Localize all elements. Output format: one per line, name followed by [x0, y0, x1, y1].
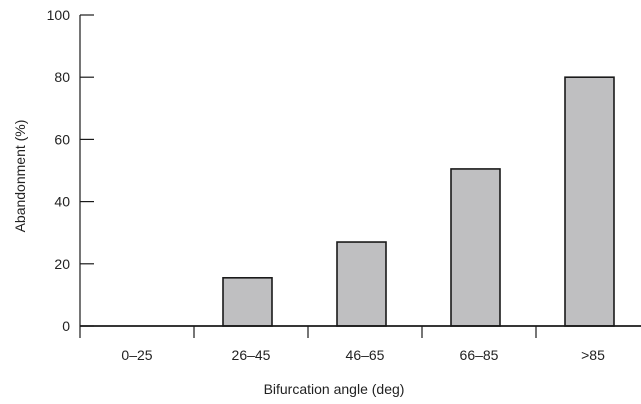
x-tick-label-1: 26–45 — [232, 347, 271, 363]
x-tick-label-4: >85 — [581, 347, 605, 363]
x-tick-label-0: 0–25 — [121, 347, 152, 363]
bar-4 — [564, 76, 615, 327]
y-tick-label-1: 20 — [54, 256, 70, 272]
x-ticks-group: 0–25 26–45 46–65 66–85 >85 — [79, 326, 605, 363]
y-tick-label-3: 60 — [54, 131, 70, 147]
bar-1 — [222, 276, 273, 327]
y-axis-label: Abandonment (%) — [12, 120, 28, 233]
x-tick-label-3: 66–85 — [460, 347, 499, 363]
bar-2 — [336, 241, 387, 327]
x-tick-label-2: 46–65 — [346, 347, 385, 363]
bars-group — [222, 76, 615, 327]
y-tick-label-5: 100 — [47, 7, 71, 23]
y-tick-label-4: 80 — [54, 69, 70, 85]
y-tick-label-0: 0 — [62, 318, 70, 334]
bar-3 — [450, 168, 501, 327]
y-tick-label-2: 40 — [54, 194, 70, 210]
y-ticks-group: 0 20 40 60 80 100 — [47, 7, 94, 334]
x-axis-label: Bifurcation angle (deg) — [264, 381, 405, 397]
